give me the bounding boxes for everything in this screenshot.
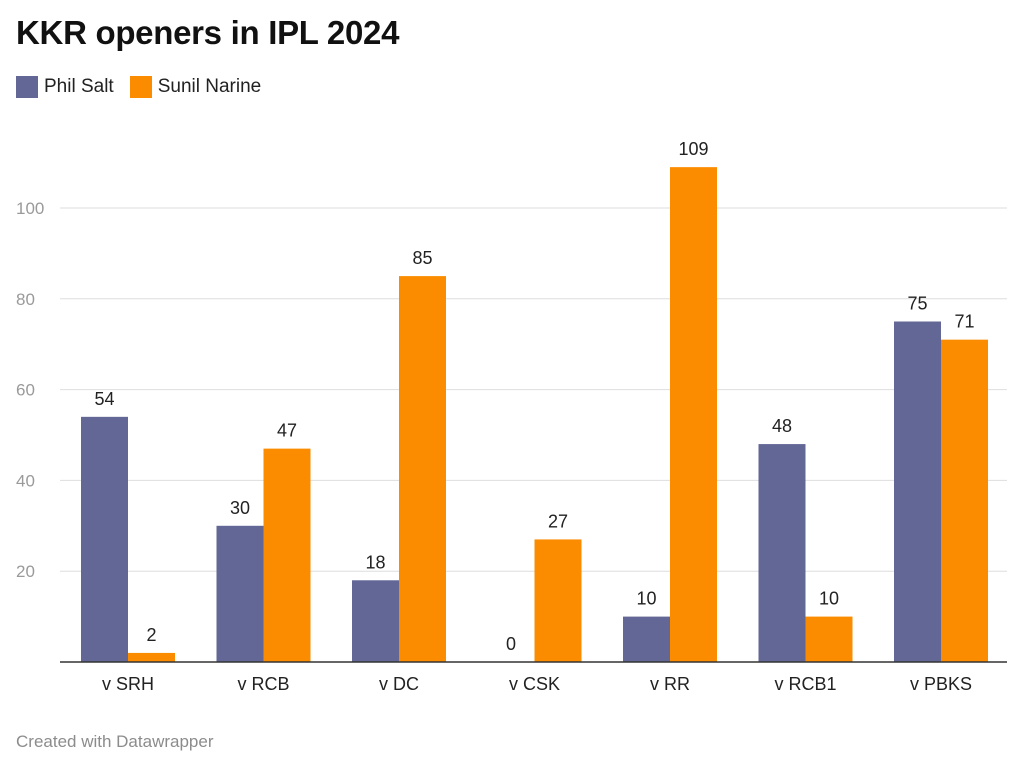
bar [81, 416, 128, 662]
data-label: 27 [548, 511, 568, 531]
x-category-label: v CSK [509, 674, 560, 694]
chart-title: KKR openers in IPL 2024 [16, 14, 400, 51]
legend-label-sunil-narine: Sunil Narine [157, 76, 262, 97]
bar [263, 448, 311, 662]
bar [894, 321, 941, 662]
data-label: 71 [954, 312, 974, 332]
data-label: 0 [506, 634, 516, 654]
legend-item-phil-salt: Phil Salt [16, 76, 114, 98]
data-label: 30 [230, 498, 250, 518]
bar [534, 539, 582, 662]
data-label: 10 [819, 589, 839, 609]
bar [758, 444, 806, 662]
data-label: 54 [94, 389, 114, 409]
y-tick-label: 100 [16, 199, 44, 218]
x-category-label: v PBKS [910, 674, 972, 694]
data-label: 48 [772, 416, 792, 436]
footer-credit: Created with Datawrapper [16, 732, 214, 751]
x-category-label: v SRH [102, 674, 154, 694]
bar [623, 616, 670, 662]
y-tick-label: 80 [16, 290, 35, 309]
x-category-label: v RCB [237, 674, 289, 694]
x-category-label: v RCB1 [774, 674, 836, 694]
bar [399, 276, 446, 662]
y-tick-label: 40 [16, 471, 35, 490]
y-tick-label: 60 [16, 381, 35, 400]
legend-item-sunil-narine: Sunil Narine [129, 76, 262, 98]
bar [128, 652, 175, 662]
legend: Phil Salt Sunil Narine [16, 76, 261, 98]
bar [805, 616, 853, 662]
legend-swatch-phil-salt [16, 76, 38, 98]
bar [941, 339, 988, 662]
y-tick-label: 20 [16, 562, 35, 581]
data-label: 109 [678, 139, 708, 159]
bar [670, 167, 717, 662]
data-label: 47 [277, 421, 297, 441]
x-category-label: v DC [379, 674, 419, 694]
legend-label-phil-salt: Phil Salt [44, 76, 114, 97]
data-label: 75 [907, 294, 927, 314]
data-label: 10 [636, 589, 656, 609]
x-category-label: v RR [650, 674, 690, 694]
legend-swatch-sunil-narine [129, 76, 152, 98]
data-label: 18 [365, 552, 385, 572]
data-label: 2 [146, 625, 156, 645]
data-label: 85 [412, 248, 432, 268]
bar [216, 525, 264, 662]
bar [352, 580, 399, 662]
